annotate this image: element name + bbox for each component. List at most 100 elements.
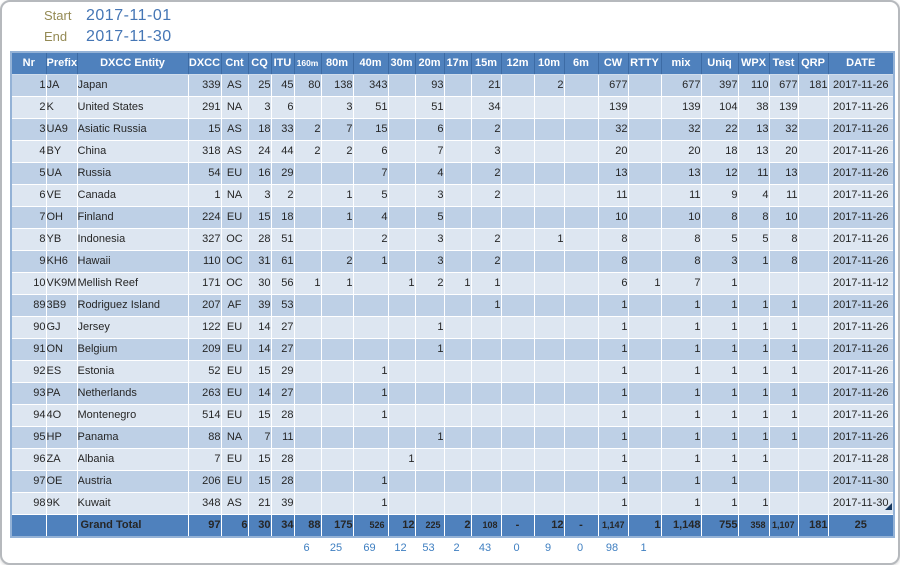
cell-20m: 6: [415, 118, 445, 141]
cell-cw: 1: [598, 360, 629, 383]
column-header-prefix: Prefix: [46, 52, 78, 75]
band-count-80m: 25: [320, 540, 352, 557]
grand-total-12m: -: [501, 514, 535, 538]
cell-wpx: 1: [738, 316, 770, 339]
column-header-12m: 12m: [501, 52, 535, 75]
cell-6m: [564, 426, 599, 449]
grand-total-dxcc-entity: Grand Total: [77, 514, 189, 538]
cell-test: [769, 448, 799, 471]
cell-itu: 27: [271, 316, 295, 339]
cell-wpx: 1: [738, 404, 770, 427]
cell-test: 11: [769, 184, 799, 207]
grand-total-cnt: 6: [221, 514, 249, 538]
grand-total-row: Grand Total 97 6 30 34 88 175 526 12 225 2 108-12-1…: [11, 514, 895, 538]
cell-cnt: EU: [221, 360, 249, 383]
cell-12m: [501, 228, 535, 251]
cell-prefix: UA9: [46, 118, 78, 141]
cell-cnt: AF: [221, 294, 249, 317]
cell-cq: 16: [248, 162, 272, 185]
band-count-dxcc: [187, 540, 220, 557]
cell-prefix: ZA: [46, 448, 78, 471]
cell-17m: [444, 338, 472, 361]
cell-17m: [444, 96, 472, 119]
cell-20m: [415, 360, 445, 383]
table-row: 6 VE Canada 1 NA 3 2 1 5 3 2 11 11 9 4 11 2017-11-26: [11, 184, 895, 207]
cell-cq: 15: [248, 206, 272, 229]
cell-17m: [444, 448, 472, 471]
grand-total-dxcc: 97: [188, 514, 222, 538]
cell-nr: 2: [11, 96, 47, 119]
cell-80m: [321, 294, 354, 317]
cell-cq: 15: [248, 404, 272, 427]
cell-17m: [444, 470, 472, 493]
cell-160m: [294, 382, 322, 405]
cell-6m: [564, 228, 599, 251]
cell-80m: [321, 470, 354, 493]
cell-wpx: [738, 470, 770, 493]
cell-20m: [415, 448, 445, 471]
cell-cq: 24: [248, 140, 272, 163]
cell-test: 20: [769, 140, 799, 163]
cell-prefix: HP: [46, 426, 78, 449]
cell-6m: [564, 140, 599, 163]
cell-prefix: KH6: [46, 250, 78, 273]
band-count-itu: [270, 540, 293, 557]
cell-10m: [534, 184, 565, 207]
cell-nr: 89: [11, 294, 47, 317]
cell-17m: [444, 228, 472, 251]
cell-10m: [534, 140, 565, 163]
cell-nr: 7: [11, 206, 47, 229]
cell-12m: [501, 470, 535, 493]
cell-6m: [564, 492, 599, 515]
cell-cw: 6: [598, 272, 629, 295]
cell-nr: 91: [11, 338, 47, 361]
cell-itu: 28: [271, 404, 295, 427]
band-count-test: [768, 540, 797, 557]
column-header-rtty: RTTY: [628, 52, 662, 75]
cell-17m: [444, 250, 472, 273]
cell-15m: [471, 448, 502, 471]
cell-wpx: 1: [738, 338, 770, 361]
cell-test: 1: [769, 382, 799, 405]
cell-qrp: [798, 162, 829, 185]
cell-6m: [564, 338, 599, 361]
cell-uniq: 1: [701, 448, 739, 471]
cell-17m: [444, 404, 472, 427]
cell-cq: 39: [248, 294, 272, 317]
column-header-test: Test: [769, 52, 799, 75]
cell-12m: [501, 492, 535, 515]
cell-dxcc-entity: Russia: [77, 162, 189, 185]
cell-nr: 4: [11, 140, 47, 163]
cell-dxcc: 88: [188, 426, 222, 449]
grand-total-rtty: 1: [628, 514, 662, 538]
cell-cnt: EU: [221, 162, 249, 185]
cell-dxcc-entity: Albania: [77, 448, 189, 471]
cell-cnt: EU: [221, 382, 249, 405]
cell-20m: 51: [415, 96, 445, 119]
cell-cnt: EU: [221, 338, 249, 361]
cell-date: 2017-11-26: [828, 382, 895, 405]
cell-rtty: [628, 404, 662, 427]
cell-17m: [444, 294, 472, 317]
cell-itu: 61: [271, 250, 295, 273]
band-counts-table: 6 25 69 12 53 2 43 0 9 0 98 1: [10, 540, 893, 557]
cell-test: [769, 470, 799, 493]
cell-prefix: PA: [46, 382, 78, 405]
cell-dxcc: 15: [188, 118, 222, 141]
column-header-dxcc: DXCC: [188, 52, 222, 75]
cell-nr: 9: [11, 250, 47, 273]
cell-160m: [294, 338, 322, 361]
cell-10m: 2: [534, 74, 565, 97]
cell-date: 2017-11-26: [828, 118, 895, 141]
cell-dxcc-entity: Estonia: [77, 360, 189, 383]
cell-date: 2017-11-26: [828, 228, 895, 251]
column-header-date: DATE: [828, 52, 895, 75]
cell-15m: [471, 206, 502, 229]
cell-uniq: 12: [701, 162, 739, 185]
cell-dxcc: 514: [188, 404, 222, 427]
table-row: 90 GJ Jersey 122 EU 14 27 1 1 1 1 1 1 2017-11-26: [11, 316, 895, 339]
grand-total-uniq: 755: [701, 514, 739, 538]
cell-uniq: 397: [701, 74, 739, 97]
cell-cw: 1: [598, 492, 629, 515]
cell-mix: 1: [661, 338, 702, 361]
